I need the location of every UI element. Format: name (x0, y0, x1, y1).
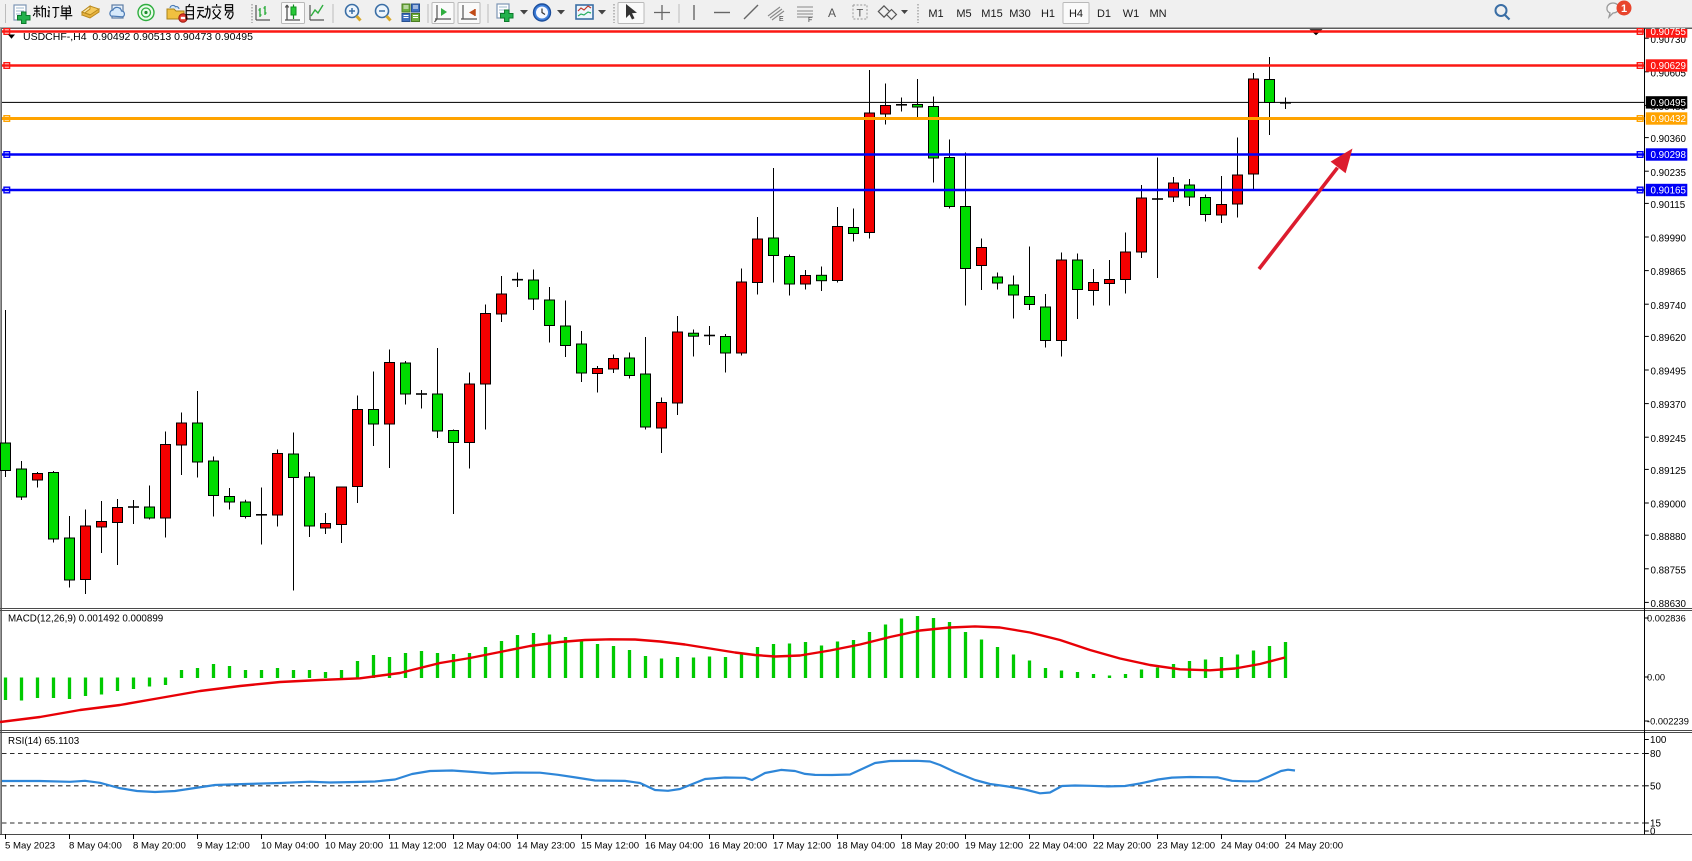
svg-text:RSI(14) 65.1103: RSI(14) 65.1103 (8, 736, 80, 747)
svg-text:A: A (828, 6, 836, 20)
svg-text:0.90115: 0.90115 (1651, 200, 1686, 211)
svg-text:0.89990: 0.89990 (1651, 234, 1687, 245)
svg-text:0.90298: 0.90298 (1651, 150, 1687, 161)
svg-text:80: 80 (1650, 749, 1661, 760)
svg-text:0.002836: 0.002836 (1647, 614, 1686, 624)
svg-text:19 May 12:00: 19 May 12:00 (965, 841, 1023, 852)
svg-text:0.89245: 0.89245 (1651, 434, 1687, 445)
svg-text:11 May 12:00: 11 May 12:00 (389, 841, 446, 852)
svg-text:24 May 20:00: 24 May 20:00 (1285, 841, 1343, 852)
svg-text:E: E (779, 16, 784, 23)
svg-text:0.90605: 0.90605 (1651, 68, 1687, 79)
svg-text:18 May 20:00: 18 May 20:00 (901, 841, 959, 852)
svg-text:9 May 12:00: 9 May 12:00 (197, 841, 250, 852)
svg-text:0.90730: 0.90730 (1651, 35, 1687, 46)
svg-text:16 May 20:00: 16 May 20:00 (709, 841, 767, 852)
svg-text:0: 0 (1650, 827, 1656, 838)
svg-text:50: 50 (1650, 781, 1661, 792)
svg-text:0.90235: 0.90235 (1651, 168, 1687, 179)
svg-text:0.90360: 0.90360 (1651, 134, 1687, 145)
svg-text:0.00: 0.00 (1647, 673, 1665, 683)
svg-text:0.89620: 0.89620 (1651, 333, 1687, 344)
svg-text:MN: MN (1149, 8, 1166, 20)
svg-text:15 May 12:00: 15 May 12:00 (581, 841, 639, 852)
svg-text:H1: H1 (1041, 8, 1055, 20)
svg-text:H4: H4 (1069, 8, 1083, 20)
svg-text:0.89125: 0.89125 (1651, 466, 1687, 477)
svg-text:0.90165: 0.90165 (1651, 186, 1687, 197)
svg-text:18 May 04:00: 18 May 04:00 (837, 841, 895, 852)
svg-text:USDCHF-,H4 0.90492 0.90513 0.: USDCHF-,H4 0.90492 0.90513 0.90473 0.904… (23, 31, 253, 43)
svg-text:22 May 20:00: 22 May 20:00 (1093, 841, 1151, 852)
svg-text:0.89865: 0.89865 (1651, 267, 1687, 278)
svg-text:0.88755: 0.88755 (1651, 565, 1687, 576)
svg-text:17 May 12:00: 17 May 12:00 (773, 841, 831, 852)
svg-text:24 May 04:00: 24 May 04:00 (1221, 841, 1279, 852)
svg-text:1: 1 (1621, 3, 1627, 15)
svg-text:0.89000: 0.89000 (1651, 500, 1687, 511)
svg-text:100: 100 (1650, 735, 1667, 746)
svg-text:16 May 04:00: 16 May 04:00 (645, 841, 703, 852)
svg-text:M30: M30 (1009, 8, 1030, 20)
svg-text:M5: M5 (956, 8, 971, 20)
svg-text:0.90432: 0.90432 (1651, 114, 1686, 125)
svg-text:0.89740: 0.89740 (1651, 301, 1687, 312)
svg-text:5 May 2023: 5 May 2023 (5, 841, 55, 852)
svg-text:T: T (857, 8, 864, 20)
svg-text:0.90755: 0.90755 (1651, 27, 1687, 38)
svg-text:8 May 20:00: 8 May 20:00 (133, 841, 186, 852)
svg-text:0.90495: 0.90495 (1651, 98, 1687, 109)
svg-text:-0.002239: -0.002239 (1647, 717, 1689, 727)
svg-text:MACD(12,26,9) 0.001492 0.00089: MACD(12,26,9) 0.001492 0.000899 (8, 614, 163, 625)
svg-text:14 May 23:00: 14 May 23:00 (517, 841, 575, 852)
svg-text:M1: M1 (928, 8, 943, 20)
svg-text:10 May 20:00: 10 May 20:00 (325, 841, 383, 852)
svg-text:8 May 04:00: 8 May 04:00 (69, 841, 122, 852)
svg-text:23 May 12:00: 23 May 12:00 (1157, 841, 1215, 852)
svg-text:M15: M15 (981, 8, 1002, 20)
svg-text:F: F (808, 17, 812, 24)
svg-text:D1: D1 (1097, 8, 1111, 20)
svg-text:0.89370: 0.89370 (1651, 400, 1687, 411)
svg-text:15: 15 (1650, 819, 1661, 830)
svg-text:12 May 04:00: 12 May 04:00 (453, 841, 511, 852)
svg-text:0.88880: 0.88880 (1651, 532, 1687, 543)
svg-text:22 May 04:00: 22 May 04:00 (1029, 841, 1087, 852)
svg-text:0.88630: 0.88630 (1651, 599, 1687, 610)
svg-text:10 May 04:00: 10 May 04:00 (261, 841, 319, 852)
svg-text:W1: W1 (1123, 8, 1140, 20)
svg-text:0.89495: 0.89495 (1651, 367, 1687, 378)
svg-text:0.90629: 0.90629 (1651, 61, 1686, 72)
